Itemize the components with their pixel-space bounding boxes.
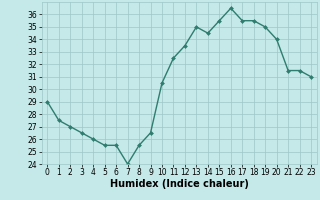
X-axis label: Humidex (Indice chaleur): Humidex (Indice chaleur) (110, 179, 249, 189)
